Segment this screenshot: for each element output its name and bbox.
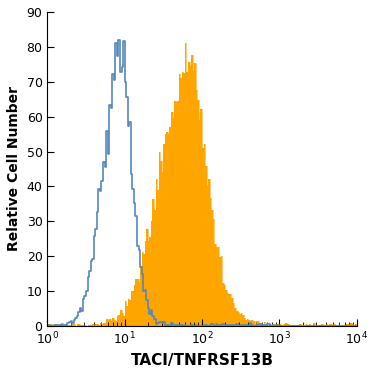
X-axis label: TACI/TNFRSF13B: TACI/TNFRSF13B	[130, 353, 273, 368]
Y-axis label: Relative Cell Number: Relative Cell Number	[7, 87, 21, 252]
